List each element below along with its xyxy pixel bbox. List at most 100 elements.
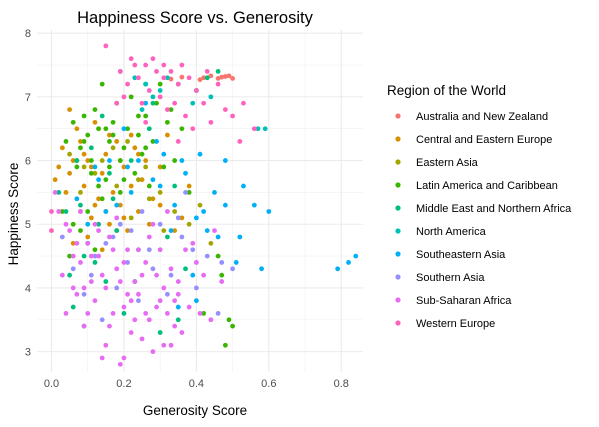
data-point	[233, 260, 239, 265]
data-point	[146, 234, 152, 240]
data-point	[121, 304, 127, 310]
data-point	[132, 62, 138, 68]
data-point	[74, 126, 80, 132]
data-point	[74, 291, 80, 297]
data-point	[128, 56, 134, 62]
data-point	[125, 260, 130, 265]
data-point	[172, 298, 178, 304]
data-point	[70, 266, 76, 272]
data-point	[81, 113, 87, 119]
data-point	[128, 190, 134, 195]
data-point	[190, 100, 196, 106]
data-point	[143, 119, 149, 125]
legend-label: Middle East and Northern Africa	[416, 203, 572, 215]
y-tick-label: 6	[25, 156, 31, 168]
data-point	[117, 68, 123, 74]
data-point	[128, 298, 134, 304]
x-tick-label: 0.8	[334, 378, 349, 390]
data-point	[103, 279, 109, 284]
data-point	[99, 196, 105, 202]
data-point	[136, 298, 141, 304]
data-point	[88, 145, 94, 151]
data-point	[74, 196, 80, 202]
data-point	[222, 158, 228, 163]
data-point	[161, 285, 167, 291]
data-point	[110, 119, 116, 125]
data-point	[117, 279, 123, 284]
data-point	[175, 279, 181, 284]
data-point	[85, 209, 91, 214]
data-point	[99, 355, 105, 361]
data-point	[150, 266, 156, 272]
data-point	[121, 260, 127, 265]
data-point	[161, 75, 167, 81]
data-point	[193, 298, 199, 304]
data-point	[121, 311, 127, 316]
data-point	[212, 190, 217, 195]
data-point	[193, 285, 199, 291]
data-point	[161, 62, 167, 68]
data-point	[157, 330, 163, 335]
data-point	[114, 228, 120, 234]
data-point	[226, 73, 232, 79]
data-point	[107, 132, 112, 138]
data-point	[146, 317, 152, 323]
data-point	[70, 158, 76, 163]
data-point	[67, 151, 72, 157]
data-point	[186, 190, 192, 195]
data-point	[157, 88, 163, 93]
data-point	[107, 323, 112, 329]
data-point	[114, 183, 120, 189]
data-point	[78, 139, 83, 144]
x-tick-label: 0.0	[44, 378, 59, 390]
data-point	[136, 209, 141, 214]
y-axis-ticks: 3 4 5 6 7 8	[25, 28, 31, 358]
data-point	[183, 266, 188, 272]
data-point	[103, 285, 109, 291]
legend-label: Central and Eastern Europe	[416, 134, 552, 146]
data-point	[215, 234, 221, 240]
data-point	[121, 94, 127, 100]
data-point	[117, 361, 123, 367]
data-point	[125, 164, 130, 170]
data-point	[183, 190, 188, 195]
data-point	[49, 228, 54, 234]
data-point	[161, 342, 167, 348]
legend-label: North America	[416, 226, 487, 238]
data-point	[230, 76, 236, 81]
data-point	[222, 107, 228, 113]
data-point	[222, 202, 228, 208]
data-point	[190, 126, 196, 132]
data-point	[110, 247, 116, 253]
legend-marker	[395, 136, 401, 142]
data-point	[125, 291, 130, 297]
legend-label: Latin America and Caribbean	[416, 180, 558, 192]
data-point	[165, 119, 170, 125]
data-point	[251, 126, 257, 132]
data-point	[212, 228, 217, 234]
data-point	[136, 247, 141, 253]
data-point	[222, 74, 228, 79]
data-point	[56, 190, 62, 195]
data-point	[136, 177, 141, 183]
data-point	[110, 132, 116, 138]
data-point	[215, 81, 221, 87]
legend-marker	[395, 159, 401, 165]
data-point	[67, 170, 72, 176]
data-point	[204, 75, 210, 81]
data-point	[346, 260, 351, 265]
x-axis-ticks: 0.0 0.2 0.4 0.6 0.8	[44, 378, 349, 390]
data-point	[150, 139, 156, 144]
legend-marker	[395, 274, 401, 280]
data-point	[78, 228, 83, 234]
data-point	[208, 317, 214, 323]
data-point	[204, 253, 210, 259]
legend-label: Southern Asia	[416, 272, 485, 284]
data-point	[136, 132, 141, 138]
chart-title: Happiness Score vs. Generosity	[77, 9, 313, 27]
data-point	[132, 145, 138, 151]
data-point	[49, 209, 54, 214]
data-point	[146, 183, 152, 189]
data-point	[132, 279, 138, 284]
data-point	[121, 215, 127, 221]
